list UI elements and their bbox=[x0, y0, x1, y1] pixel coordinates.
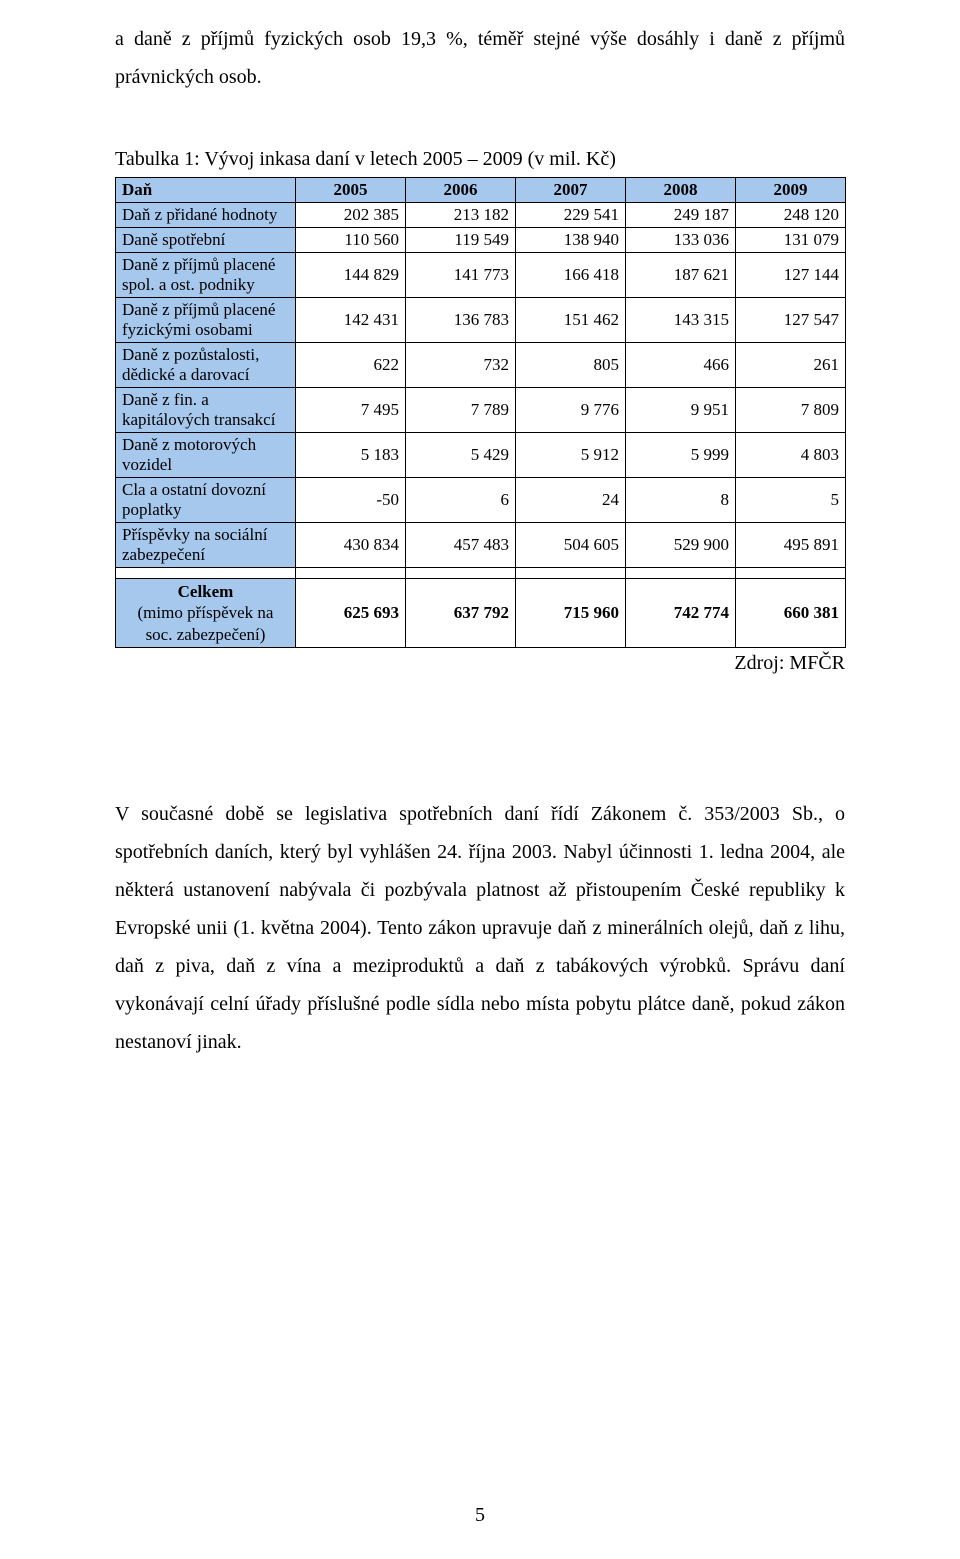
row-value: 131 079 bbox=[736, 228, 846, 253]
row-label: Daně z příjmů placené spol. a ost. podni… bbox=[116, 253, 296, 298]
row-value: 151 462 bbox=[516, 298, 626, 343]
row-value: 166 418 bbox=[516, 253, 626, 298]
table-year-header: 2005 bbox=[296, 178, 406, 203]
row-value: 127 547 bbox=[736, 298, 846, 343]
row-label: Daně z fin. a kapitálových transakcí bbox=[116, 388, 296, 433]
row-value: 187 621 bbox=[626, 253, 736, 298]
row-value: 229 541 bbox=[516, 203, 626, 228]
row-value: 7 495 bbox=[296, 388, 406, 433]
spacer-cell bbox=[516, 568, 626, 579]
table-year-header: 2007 bbox=[516, 178, 626, 203]
tax-table: Daň 2005 2006 2007 2008 2009 Daň z přida… bbox=[115, 177, 846, 648]
row-value: 7 809 bbox=[736, 388, 846, 433]
body-paragraph: V současné době se legislativa spotřební… bbox=[115, 795, 845, 1061]
row-value: 9 951 bbox=[626, 388, 736, 433]
table-header-row: Daň 2005 2006 2007 2008 2009 bbox=[116, 178, 846, 203]
row-value: 8 bbox=[626, 478, 736, 523]
row-value: 127 144 bbox=[736, 253, 846, 298]
row-value: 504 605 bbox=[516, 523, 626, 568]
document-page: a daně z příjmů fyzických osob 19,3 %, t… bbox=[0, 0, 960, 1559]
row-value: 5 bbox=[736, 478, 846, 523]
row-value: 5 183 bbox=[296, 433, 406, 478]
table-corner-header: Daň bbox=[116, 178, 296, 203]
row-label: Cla a ostatní dovozní poplatky bbox=[116, 478, 296, 523]
table-row: Daň z přidané hodnoty202 385213 182229 5… bbox=[116, 203, 846, 228]
row-value: 110 560 bbox=[296, 228, 406, 253]
spacer-cell bbox=[116, 568, 296, 579]
total-value: 742 774 bbox=[626, 579, 736, 648]
row-label: Daň z přidané hodnoty bbox=[116, 203, 296, 228]
page-number: 5 bbox=[0, 1504, 960, 1527]
row-label: Daně z příjmů placené fyzickými osobami bbox=[116, 298, 296, 343]
total-label: Celkem(mimo příspěvek na soc. zabezpečen… bbox=[116, 579, 296, 648]
row-value: 495 891 bbox=[736, 523, 846, 568]
row-value: 732 bbox=[406, 343, 516, 388]
row-value: 133 036 bbox=[626, 228, 736, 253]
total-value: 715 960 bbox=[516, 579, 626, 648]
table-row: Daně z příjmů placené spol. a ost. podni… bbox=[116, 253, 846, 298]
table-row: Daně z pozůstalosti, dědické a darovací6… bbox=[116, 343, 846, 388]
table-source: Zdroj: MFČR bbox=[115, 652, 845, 675]
row-label: Daně z pozůstalosti, dědické a darovací bbox=[116, 343, 296, 388]
spacer-cell bbox=[296, 568, 406, 579]
row-label: Daně spotřební bbox=[116, 228, 296, 253]
row-value: 144 829 bbox=[296, 253, 406, 298]
spacer-cell bbox=[406, 568, 516, 579]
row-label: Daně z motorových vozidel bbox=[116, 433, 296, 478]
table-row: Daně z příjmů placené fyzickými osobami1… bbox=[116, 298, 846, 343]
row-value: 6 bbox=[406, 478, 516, 523]
row-value: 7 789 bbox=[406, 388, 516, 433]
table-caption: Tabulka 1: Vývoj inkasa daní v letech 20… bbox=[115, 148, 845, 171]
row-value: 136 783 bbox=[406, 298, 516, 343]
row-value: 4 803 bbox=[736, 433, 846, 478]
row-value: 5 999 bbox=[626, 433, 736, 478]
table-spacer-row bbox=[116, 568, 846, 579]
spacer-cell bbox=[626, 568, 736, 579]
spacer-cell bbox=[736, 568, 846, 579]
row-value: 143 315 bbox=[626, 298, 736, 343]
table-total-row: Celkem(mimo příspěvek na soc. zabezpečen… bbox=[116, 579, 846, 648]
row-value: 248 120 bbox=[736, 203, 846, 228]
row-value: 202 385 bbox=[296, 203, 406, 228]
table-year-header: 2006 bbox=[406, 178, 516, 203]
row-value: 213 182 bbox=[406, 203, 516, 228]
row-value: 430 834 bbox=[296, 523, 406, 568]
row-value: 142 431 bbox=[296, 298, 406, 343]
row-value: 24 bbox=[516, 478, 626, 523]
row-value: 9 776 bbox=[516, 388, 626, 433]
table-year-header: 2008 bbox=[626, 178, 736, 203]
row-value: 805 bbox=[516, 343, 626, 388]
row-value: 5 429 bbox=[406, 433, 516, 478]
total-value: 660 381 bbox=[736, 579, 846, 648]
row-value: 622 bbox=[296, 343, 406, 388]
total-value: 637 792 bbox=[406, 579, 516, 648]
row-value: 457 483 bbox=[406, 523, 516, 568]
row-value: -50 bbox=[296, 478, 406, 523]
table-row: Příspěvky na sociální zabezpečení430 834… bbox=[116, 523, 846, 568]
table-row: Daně spotřební110 560119 549138 940133 0… bbox=[116, 228, 846, 253]
row-value: 119 549 bbox=[406, 228, 516, 253]
table-body: Daň z přidané hodnoty202 385213 182229 5… bbox=[116, 203, 846, 648]
table-row: Daně z motorových vozidel5 1835 4295 912… bbox=[116, 433, 846, 478]
table-row: Cla a ostatní dovozní poplatky-5062485 bbox=[116, 478, 846, 523]
table-row: Daně z fin. a kapitálových transakcí7 49… bbox=[116, 388, 846, 433]
intro-paragraph: a daně z příjmů fyzických osob 19,3 %, t… bbox=[115, 20, 845, 96]
row-value: 249 187 bbox=[626, 203, 736, 228]
row-value: 466 bbox=[626, 343, 736, 388]
row-value: 138 940 bbox=[516, 228, 626, 253]
total-value: 625 693 bbox=[296, 579, 406, 648]
row-value: 261 bbox=[736, 343, 846, 388]
row-value: 141 773 bbox=[406, 253, 516, 298]
table-year-header: 2009 bbox=[736, 178, 846, 203]
row-value: 5 912 bbox=[516, 433, 626, 478]
row-label: Příspěvky na sociální zabezpečení bbox=[116, 523, 296, 568]
row-value: 529 900 bbox=[626, 523, 736, 568]
